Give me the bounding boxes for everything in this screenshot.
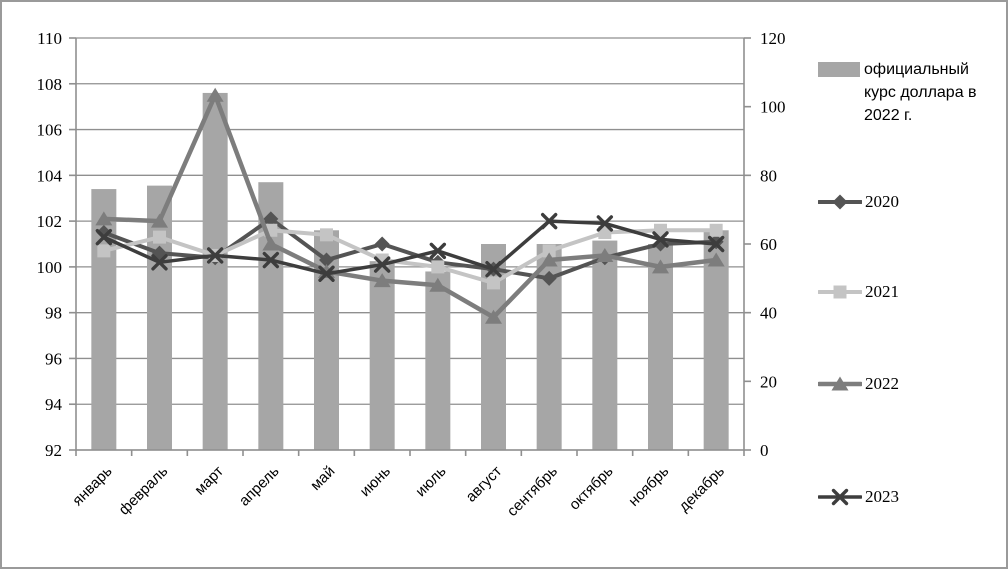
marker-triangle — [95, 211, 113, 226]
line-2022 — [101, 92, 719, 320]
marker-triangle — [206, 87, 224, 102]
marker-square — [654, 223, 667, 237]
legend-item-bar-series: официальный курс доллара в 2022 г. — [818, 58, 998, 127]
left-axis-label: 100 — [37, 258, 63, 277]
x-axis-label: март — [191, 463, 227, 499]
left-axis-label: 110 — [37, 29, 62, 48]
legend-label-bar-series: официальный курс доллара в 2022 г. — [864, 61, 977, 124]
left-axis-label: 96 — [45, 349, 62, 368]
marker-triangle — [652, 259, 669, 274]
marker-x — [485, 260, 502, 278]
legend-label-2022: 2022 — [865, 374, 899, 393]
x-axis-label: декабрь — [676, 463, 729, 516]
marker-x — [831, 488, 849, 506]
left-axis-label: 98 — [45, 304, 62, 323]
line-2021 — [101, 228, 719, 285]
legend-item-2021: 2021 — [818, 282, 899, 302]
marker-triangle — [831, 376, 849, 391]
right-axis-label: 0 — [760, 441, 769, 460]
bar-октябрь — [592, 240, 618, 450]
series-2023 — [95, 212, 725, 282]
line-2023 — [102, 219, 718, 276]
x-axis-label: январь — [69, 463, 116, 510]
x-axis-label: октябрь — [566, 463, 617, 514]
marker-triangle — [151, 213, 168, 228]
marker-square — [153, 230, 166, 244]
x-axis-label: июнь — [357, 463, 394, 500]
marker-x — [652, 231, 669, 248]
right-axis-label: 120 — [760, 29, 786, 48]
series-2022 — [95, 87, 725, 324]
left-axis-label: 94 — [45, 395, 63, 414]
marker-triangle — [596, 247, 614, 262]
bar-июль — [425, 271, 451, 450]
marker-square — [833, 285, 847, 299]
x-axis-label: февраль — [116, 463, 172, 519]
left-axis-label: 106 — [37, 121, 63, 140]
marker-x — [95, 228, 113, 246]
marker-diamond — [832, 194, 848, 210]
marker-square — [431, 260, 445, 274]
x-axis-label: апрель — [236, 463, 283, 510]
left-axis-label: 104 — [37, 166, 63, 185]
legend-label-2023: 2023 — [865, 487, 899, 506]
bar-series-swatch — [818, 62, 860, 77]
legend-label-2020: 2020 — [865, 192, 899, 211]
bar-март — [202, 92, 228, 450]
marker-triangle — [429, 277, 447, 292]
right-axis-label: 20 — [760, 372, 777, 391]
legend-marker-2020 — [818, 194, 862, 210]
x-axis-label: июль — [412, 463, 450, 501]
marker-diamond — [374, 236, 390, 252]
marker-x — [262, 251, 280, 269]
marker-square — [542, 244, 556, 258]
marker-x — [596, 215, 614, 232]
marker-square — [709, 223, 723, 237]
marker-diamond — [263, 211, 279, 227]
marker-diamond — [319, 252, 334, 268]
right-axis-label: 80 — [760, 166, 777, 185]
bar-декабрь — [703, 230, 729, 450]
marker-triangle — [707, 252, 725, 267]
marker-square — [487, 276, 500, 290]
legend-marker-2022 — [818, 376, 862, 391]
x-axis-label: ноябрь — [625, 463, 672, 510]
left-axis-label: 102 — [37, 212, 63, 231]
marker-diamond — [96, 225, 112, 241]
marker-x — [151, 254, 168, 271]
marker-square — [320, 228, 333, 242]
bar-февраль — [147, 185, 172, 450]
legend-marker-2023 — [818, 488, 862, 506]
marker-x — [429, 242, 447, 260]
legend-item-2020: 2020 — [818, 192, 899, 212]
marker-triangle — [485, 309, 502, 324]
bar-июнь — [369, 261, 395, 450]
marker-triangle — [540, 252, 558, 267]
legend-item-2023: 2023 — [818, 487, 899, 507]
left-axis-label: 108 — [37, 75, 63, 94]
bar-ноябрь — [648, 244, 673, 450]
right-axis-label: 60 — [760, 235, 777, 254]
marker-x — [373, 256, 391, 273]
right-axis-label: 100 — [760, 98, 786, 117]
legend-marker-2021 — [818, 285, 862, 299]
marker-x — [707, 235, 725, 253]
marker-square — [598, 226, 612, 240]
marker-x — [540, 212, 558, 230]
marker-diamond — [541, 270, 557, 286]
marker-triangle — [373, 273, 391, 288]
marker-x — [318, 265, 335, 282]
x-axis-label: август — [463, 463, 506, 506]
marker-triangle — [262, 236, 280, 251]
marker-square — [97, 244, 111, 258]
x-axis-label: май — [307, 463, 338, 494]
legend-label-2021: 2021 — [865, 282, 899, 301]
x-axis-label: сентябрь — [504, 463, 561, 520]
legend-item-2022: 2022 — [818, 374, 899, 394]
marker-x — [206, 247, 224, 264]
right-axis-label: 40 — [760, 304, 777, 323]
left-axis-label: 92 — [45, 441, 62, 460]
